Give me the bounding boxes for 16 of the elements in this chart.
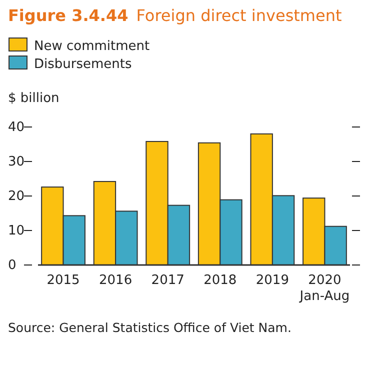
source-note: Source: General Statistics Office of Viet Nam. [8,320,292,335]
y-tick-label: 10 [8,224,25,238]
y-tick-label: 40 [8,120,25,135]
x-tick-label: 2019 [256,273,289,288]
chart-title: Figure 3.4.44 Foreign direct investment [8,6,342,25]
x-tick-label: 2017 [151,273,184,288]
x-tick-label: 2016 [99,273,132,288]
y-tick-label: 0 [8,258,16,273]
x-tick-label: 2015 [46,273,80,288]
legend-label: Disbursements [34,57,132,72]
y-tick-label: 30 [8,154,25,170]
y-axis-title: $ billion [8,91,60,106]
x-tick-label: 2018 [204,273,237,288]
y-tick-label: 20 [8,189,25,204]
legend-label: New commitment [34,39,150,54]
x-tick-label: 2020 Jan-Aug [298,273,350,304]
